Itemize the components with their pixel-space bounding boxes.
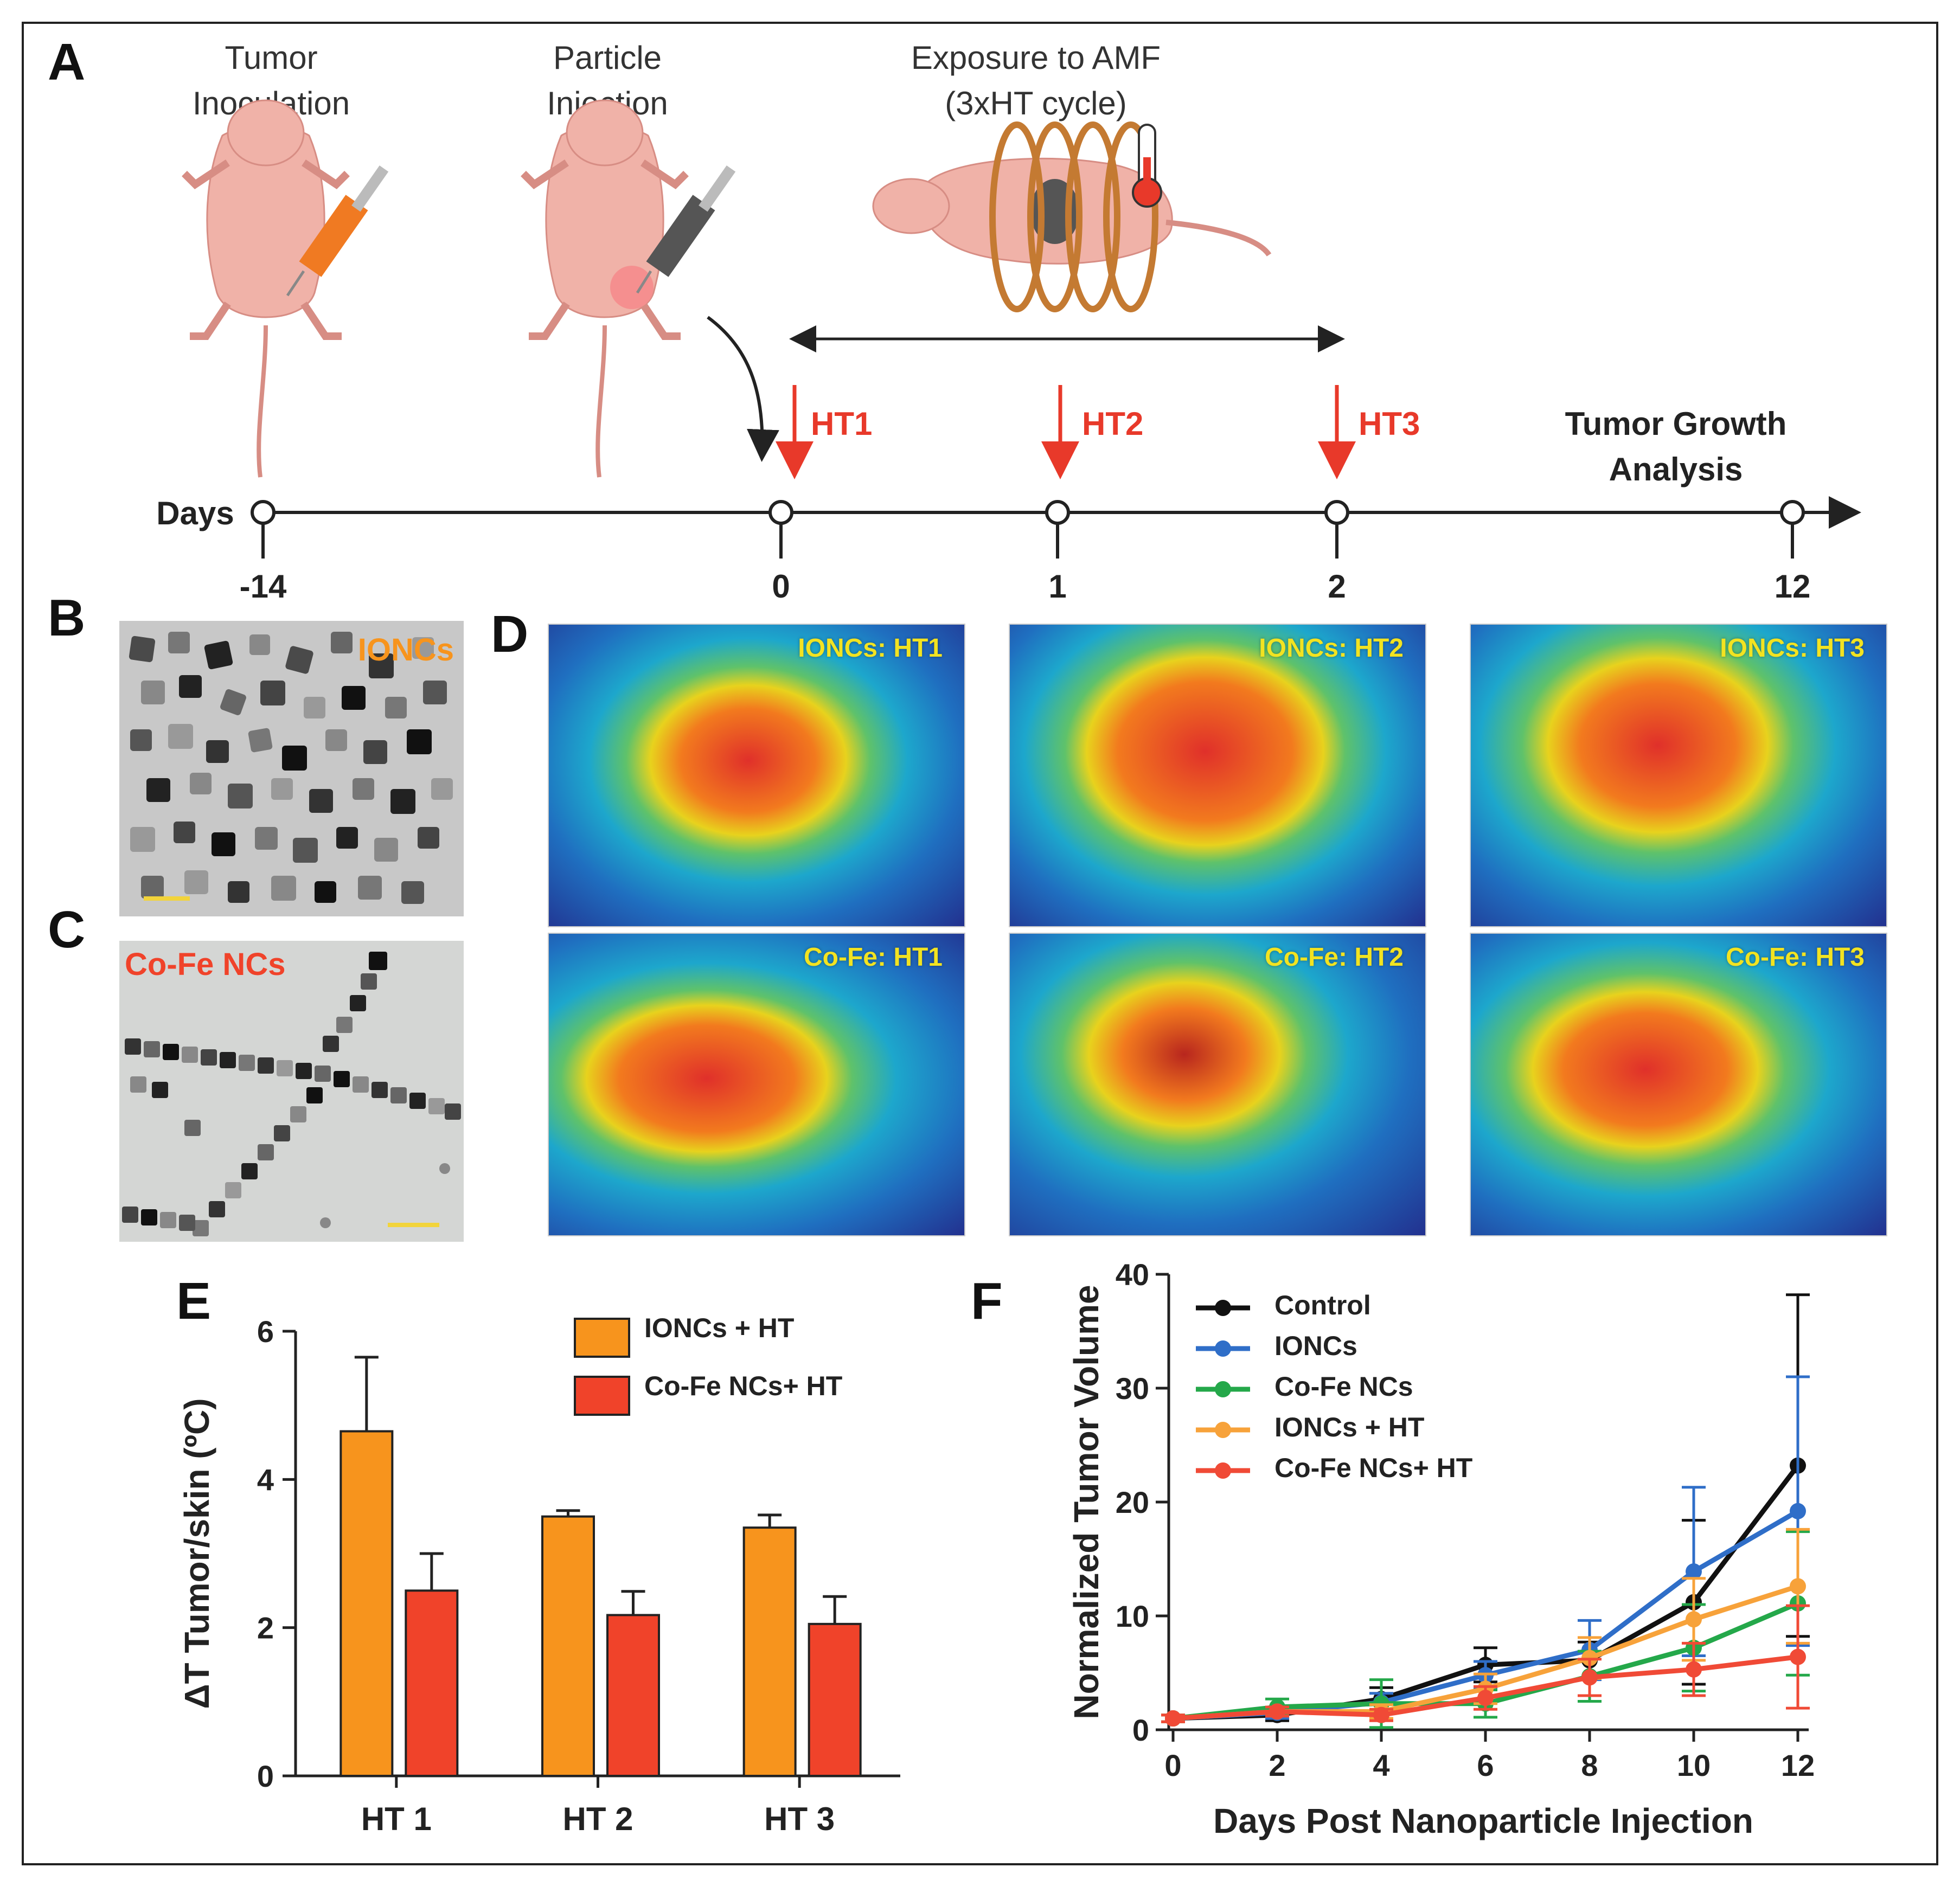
mouse-illustration-1 [182,99,350,478]
e-y-tick-label: 0 [257,1759,274,1793]
panel-label-d: D [491,605,529,663]
e-bar-ioncs-ht [541,1515,595,1778]
f-x-tick-label: 8 [1581,1748,1598,1782]
tem-label-cofe: Co-Fe NCs [125,947,286,982]
e-y-tick-label: 2 [257,1611,274,1645]
f-x-tick-label: 10 [1677,1748,1711,1782]
syringe-icon-2 [636,165,736,294]
tick-label-1: 1 [1048,568,1067,605]
f-point-ioncs-ht [1790,1578,1806,1595]
thermal-image-cofe-ht2: Co-Fe: HT2 [1009,933,1426,1236]
legend-f-ioncs: IONCs [1274,1331,1357,1361]
e-bar-cofe-ht [808,1622,862,1777]
timeline-ticks [251,500,1805,559]
legend-f-cofe-ht: Co-Fe NCs+ HT [1274,1453,1473,1483]
thermal-image-cofe-ht3: Co-Fe: HT3 [1470,933,1887,1236]
thermometer-icon [1132,124,1162,208]
f-y-tick-label: 10 [1116,1599,1149,1633]
f-point-cofe-ht [1269,1703,1285,1720]
f-y-tick-label: 30 [1116,1371,1149,1406]
syringe-icon-1 [286,165,389,297]
e-y-axis-label: ΔT Tumor/skin (ºC) [177,1398,216,1709]
f-y-tick-label: 40 [1116,1257,1149,1292]
e-y-tick-label: 6 [257,1314,274,1349]
f-x-axis-label: Days Post Nanoparticle Injection [1213,1801,1753,1840]
f-point-ioncs [1790,1503,1806,1519]
f-legend-marker-ioncs-ht [1215,1422,1231,1438]
tick-label-12: 12 [1774,568,1811,605]
f-point-cofe-ht [1165,1710,1181,1727]
f-legend-marker-control [1215,1300,1231,1316]
thermal-image-ioncs-ht2: IONCs: HT2 [1009,624,1426,927]
e-x-tick-label: HT 2 [562,1801,633,1837]
f-x-tick-label: 4 [1373,1748,1389,1782]
f-x-tick-label: 6 [1477,1748,1494,1782]
e-y-tick-label: 4 [257,1462,274,1497]
ht2-label: HT2 [1082,406,1144,442]
legend-e-cofe-ht: Co-Fe NCs+ HT [644,1371,843,1401]
days-label: Days [156,495,234,531]
thermal-image-ioncs-ht1: IONCs: HT1 [548,624,965,927]
e-bar-ioncs-ht [742,1526,797,1778]
injection-arrow [707,316,779,462]
f-x-tick-label: 0 [1164,1748,1181,1782]
step-amf-exposure: Exposure to AMF (3xHT cycle) [911,40,1161,121]
e-bar-cofe-ht [606,1614,660,1778]
f-point-ioncs [1686,1563,1702,1580]
f-x-tick-label: 2 [1269,1748,1285,1782]
f-point-cofe-ht [1581,1669,1598,1686]
tem-image-ioncs: IONCs [119,621,464,916]
legend-e-ioncs-ht: IONCs + HT [644,1313,795,1343]
legend-f-ioncs-ht: IONCs + HT [1274,1412,1425,1442]
f-y-tick-label: 0 [1132,1713,1149,1747]
thermal-label-ioncs-ht1: IONCs: HT1 [798,634,943,663]
thermal-label-cofe-ht2: Co-Fe: HT2 [1265,943,1404,972]
thermal-label-cofe-ht3: Co-Fe: HT3 [1726,943,1865,972]
f-legend-marker-cofe-ht [1215,1462,1231,1479]
f-x-tick-label: 12 [1781,1748,1815,1782]
e-x-tick-label: HT 1 [361,1801,432,1837]
e-legend-swatch-cofe-ht [574,1376,630,1416]
panel-label-b: B [48,589,86,647]
tumor-growth-analysis-label: Tumor Growth Analysis [1565,406,1787,487]
f-legend-marker-ioncs [1215,1340,1231,1357]
timeline-illustration [182,99,1861,559]
f-point-cofe-ht [1790,1648,1806,1665]
f-point-cofe-ht [1373,1706,1389,1723]
mouse-illustration-2 [521,99,689,478]
legend-f-cofe: Co-Fe NCs [1274,1371,1413,1402]
f-y-tick-label: 20 [1116,1485,1149,1519]
e-legend-swatch-ioncs-ht [574,1318,630,1358]
tick-label-0: 0 [772,568,790,605]
panel-label-e: E [176,1272,212,1330]
e-bar-ioncs-ht [340,1430,394,1777]
e-bar-cofe-ht [405,1589,459,1777]
thermal-image-cofe-ht1: Co-Fe: HT1 [548,933,965,1236]
e-x-tick-label: HT 3 [764,1801,835,1837]
mouse-in-coil-illustration [872,121,1272,312]
f-point-ioncs-ht [1686,1611,1702,1628]
thermal-label-ioncs-ht3: IONCs: HT3 [1720,634,1865,663]
panel-label-c: C [48,901,86,959]
ht1-label: HT1 [811,406,873,442]
legend-f-control: Control [1274,1290,1371,1320]
panel-label-f: F [971,1272,1003,1330]
f-legend-marker-cofe [1215,1381,1231,1397]
f-point-cofe-ht [1477,1690,1494,1706]
tick-label-2: 2 [1328,568,1346,605]
thermal-image-ioncs-ht3: IONCs: HT3 [1470,624,1887,927]
f-y-axis-label: Normalized Tumor Volume [1067,1285,1106,1719]
thermal-label-ioncs-ht2: IONCs: HT2 [1259,634,1404,663]
tick-label-minus14: -14 [239,568,287,605]
tem-label-ioncs: IONCs [357,632,454,668]
tem-image-cofe: Co-Fe NCs [119,941,464,1242]
ht3-label: HT3 [1359,406,1420,442]
thermal-label-cofe-ht1: Co-Fe: HT1 [804,943,943,972]
figure-frame [22,22,1938,1865]
f-point-cofe-ht [1686,1661,1702,1678]
panel-label-a: A [48,33,86,91]
